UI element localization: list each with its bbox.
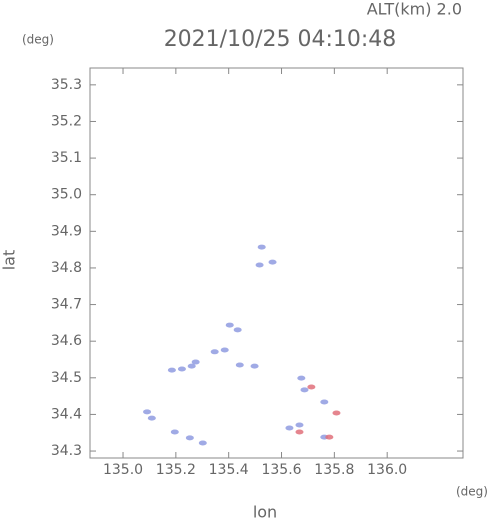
y-unit: (deg)	[22, 33, 54, 47]
y-tick-label: 35.0	[51, 187, 82, 203]
chart-title: 2021/10/25 04:10:48	[164, 27, 397, 52]
echo-point	[235, 362, 244, 368]
echo-point	[297, 375, 306, 381]
echo-point	[250, 363, 259, 369]
x-unit: (deg)	[456, 485, 488, 499]
echo-point	[210, 349, 219, 355]
y-tick-label: 34.4	[51, 406, 82, 422]
echo-point	[300, 387, 309, 393]
echo-point	[170, 429, 179, 435]
y-tick-label: 34.9	[51, 223, 82, 239]
echo-point	[143, 409, 152, 415]
echo-point	[167, 367, 176, 373]
x-tick-label: 135.8	[314, 462, 354, 478]
y-tick-label: 34.5	[51, 370, 82, 386]
y-tick-label: 34.8	[51, 260, 82, 276]
echo-point	[325, 434, 334, 440]
x-tick-label: 135.2	[156, 462, 196, 478]
echo-point	[285, 425, 294, 431]
echo-point	[257, 244, 266, 250]
echo-point	[147, 415, 156, 421]
x-axis-label: lon	[253, 503, 277, 521]
echo-point	[198, 440, 207, 446]
y-tick-label: 35.2	[51, 113, 82, 129]
echo-point	[220, 347, 229, 353]
plot-frame	[89, 67, 464, 459]
echo-point	[177, 366, 186, 372]
echo-point	[332, 410, 341, 416]
echo-point	[320, 399, 329, 405]
y-axis-label: lat	[0, 250, 19, 271]
echo-point	[233, 327, 242, 333]
x-tick-label: 135.4	[209, 462, 249, 478]
echo-point	[295, 422, 304, 428]
x-tick-label: 135.0	[103, 462, 143, 478]
y-tick-label: 35.1	[51, 150, 82, 166]
echo-point	[187, 363, 196, 369]
echo-point	[268, 259, 277, 265]
y-tick-label: 34.7	[51, 297, 82, 313]
echo-point	[185, 435, 194, 441]
echo-point	[307, 384, 316, 390]
echo-point	[225, 322, 234, 328]
y-tick-label: 34.6	[51, 333, 82, 349]
echo-point	[255, 262, 264, 268]
x-tick-label: 136.0	[367, 462, 407, 478]
y-tick-label: 35.3	[51, 77, 82, 93]
y-tick-label: 34.3	[51, 443, 82, 459]
x-tick-label: 135.6	[261, 462, 301, 478]
echo-point	[191, 359, 200, 365]
subtitle: ALT(km) 2.0	[367, 0, 462, 19]
echo-point	[295, 429, 304, 435]
